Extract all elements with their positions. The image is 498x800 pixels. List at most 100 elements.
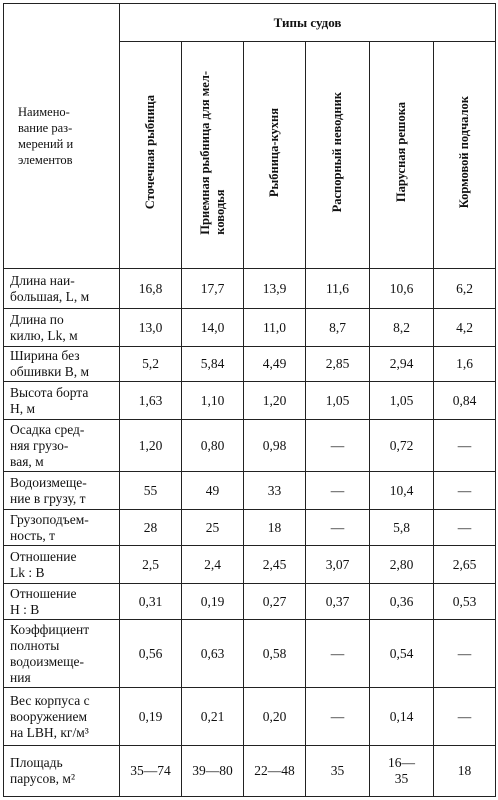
row-label: Отношение Lk : B: [3, 545, 120, 584]
table-cell: 16— 35: [369, 745, 434, 797]
table-cell: —: [305, 687, 370, 746]
table-cell: 35: [305, 745, 370, 797]
table-cell: 5,8: [369, 509, 434, 546]
table-cell: 0,27: [243, 583, 306, 620]
table-cell: 17,7: [181, 268, 244, 309]
table-cell: 0,20: [243, 687, 306, 746]
name-column-header: Наимено- вание раз- мерений и элементов: [3, 3, 120, 269]
table-cell: 0,80: [181, 419, 244, 472]
row-label: Длина по килю, Lk, м: [3, 308, 120, 347]
table-cell: 0,63: [181, 619, 244, 688]
table-cell: 6,2: [432, 268, 497, 309]
row-label: Площадь парусов, м²: [3, 745, 120, 797]
table-cell: —: [305, 471, 370, 510]
row-label: Отношение H : B: [3, 583, 120, 620]
table-cell: 1,63: [119, 381, 182, 420]
table-row: Высота борта H, м 1,63 1,10 1,20 1,05 1,05 0,8…: [3, 381, 497, 420]
table-cell: 11,6: [305, 268, 370, 309]
table-cell: 0,19: [181, 583, 244, 620]
table-cell: 2,65: [432, 545, 497, 584]
table-cell: 16,8: [119, 268, 182, 309]
table-cell: 0,21: [181, 687, 244, 746]
table-cell: 0,14: [369, 687, 434, 746]
table-cell: —: [432, 619, 497, 688]
table-cell: —: [432, 419, 497, 472]
table-cell: 1,05: [305, 381, 370, 420]
table-row: Длина по килю, Lk, м 13,0 14,0 11,0 8,7 8,2 4,…: [3, 308, 497, 347]
table-cell: 39—80: [181, 745, 244, 797]
header-row-columns: Сточечная рыбница Приемная рыбница для м…: [4, 41, 497, 269]
table-row: Коэффициент полноты водоизмеще- ния 0,56 0…: [3, 619, 497, 688]
table-cell: 1,10: [181, 381, 244, 420]
column-header-raspornyy-nevodnik: Распорный неводник: [305, 41, 370, 269]
table-cell: 3,07: [305, 545, 370, 584]
row-label: Ширина без обшивки B, м: [3, 346, 120, 382]
table-row: Осадка сред- няя грузо- вая, м 1,20 0,80 0,…: [3, 419, 497, 472]
table-cell: 0,58: [243, 619, 306, 688]
table-cell: 0,54: [369, 619, 434, 688]
table-cell: 10,4: [369, 471, 434, 510]
table-cell: 35—74: [119, 745, 182, 797]
table-cell: 11,0: [243, 308, 306, 347]
table-cell: 5,2: [119, 346, 182, 382]
table-cell: 1,20: [243, 381, 306, 420]
table-cell: 18: [432, 745, 497, 797]
table-row: Вес корпуса с вооружением на LBH, кг/м³ 0…: [3, 687, 497, 746]
table-cell: 0,31: [119, 583, 182, 620]
column-header-parusnaya-reshoka: Парусная решока: [369, 41, 434, 269]
table-cell: 10,6: [369, 268, 434, 309]
table-cell: 4,49: [243, 346, 306, 382]
table-cell: 22—48: [243, 745, 306, 797]
table-cell: 0,37: [305, 583, 370, 620]
column-header-kormovoy-podchalok: Кормовой подчалок: [432, 41, 497, 269]
table-row: Водоизмеще- ние в грузу, т 55 49 33—10,4—: [3, 471, 497, 510]
table-cell: 2,45: [243, 545, 306, 584]
vessel-specs-table: Наимено- вание раз- мерений и элементов …: [3, 3, 497, 797]
table-cell: 5,84: [181, 346, 244, 382]
row-label: Длина наи- большая, L, м: [3, 268, 120, 309]
table-cell: 2,4: [181, 545, 244, 584]
row-label: Высота борта H, м: [3, 381, 120, 420]
table-row: Ширина без обшивки B, м 5,2 5,84 4,49 2,85 2,…: [3, 346, 497, 382]
table-cell: 28: [119, 509, 182, 546]
table-cell: 18: [243, 509, 306, 546]
table-cell: 2,5: [119, 545, 182, 584]
table-cell: 2,80: [369, 545, 434, 584]
table-cell: 0,56: [119, 619, 182, 688]
row-label: Грузоподъем- ность, т: [3, 509, 120, 546]
row-label: Коэффициент полноты водоизмеще- ния: [3, 619, 120, 688]
table-cell: 55: [119, 471, 182, 510]
table-cell: —: [432, 509, 497, 546]
table-cell: 1,05: [369, 381, 434, 420]
table-cell: —: [432, 471, 497, 510]
table-cell: 8,2: [369, 308, 434, 347]
table-cell: —: [305, 619, 370, 688]
table-cell: 0,84: [432, 381, 497, 420]
table-cell: 4,2: [432, 308, 497, 347]
table-cell: 0,19: [119, 687, 182, 746]
row-label: Вес корпуса с вооружением на LBH, кг/м³: [3, 687, 120, 746]
table-row: Отношение H : B 0,31 0,19 0,27 0,37 0,36 0,53: [3, 583, 497, 620]
table-cell: 2,85: [305, 346, 370, 382]
table-cell: 14,0: [181, 308, 244, 347]
table-cell: 49: [181, 471, 244, 510]
table-cell: 0,72: [369, 419, 434, 472]
table-row: Отношение Lk : B 2,5 2,4 2,45 3,07 2,80 2,65: [3, 545, 497, 584]
header-row-group: Наимено- вание раз- мерений и элементов …: [3, 3, 497, 269]
table-cell: 0,36: [369, 583, 434, 620]
table-cell: 8,7: [305, 308, 370, 347]
table-row: Площадь парусов, м² 35—74 39—80 22—48 35 16— …: [3, 745, 497, 797]
table-cell: —: [432, 687, 497, 746]
table-cell: 1,20: [119, 419, 182, 472]
table-cell: 2,94: [369, 346, 434, 382]
column-header-stochechnaya-rybnitsa: Сточечная рыбница: [119, 41, 182, 269]
table-cell: 13,0: [119, 308, 182, 347]
table-cell: —: [305, 509, 370, 546]
table-body: Длина наи- большая, L, м 16,8 17,7 13,9 11,6…: [3, 268, 497, 797]
table-row: Длина наи- большая, L, м 16,8 17,7 13,9 11,6…: [3, 268, 497, 309]
table-cell: —: [305, 419, 370, 472]
vessel-types-header: Типы судов: [118, 3, 497, 42]
column-header-priemnaya-rybnitsa: Приемная рыбница для мел- ководья: [181, 41, 244, 269]
table-cell: 33: [243, 471, 306, 510]
row-label: Осадка сред- няя грузо- вая, м: [3, 419, 120, 472]
